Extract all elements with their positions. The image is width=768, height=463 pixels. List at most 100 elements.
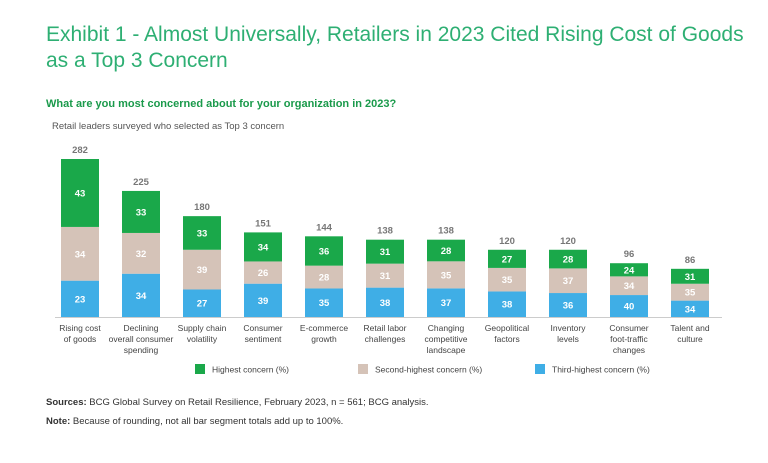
legend-swatch-highest [195,364,205,374]
data-label-second: 37 [563,276,574,287]
bar-segment-second [122,232,160,274]
category-label: Consumer [243,323,282,333]
bar-segment-third [61,280,99,317]
bar-segment-highest [549,249,587,269]
data-label-highest: 43 [75,188,86,199]
data-label-second: 28 [319,273,330,284]
data-label-second: 34 [624,281,635,292]
data-label-third: 27 [197,299,208,310]
data-label-second: 35 [685,288,696,299]
category-label: changes [613,345,645,355]
data-label-second: 39 [197,265,208,276]
bar-segment-second [610,276,648,296]
category-label: culture [677,334,703,344]
bar-segment-third [183,289,221,317]
data-label-third: 40 [624,302,635,313]
data-label-third: 23 [75,294,86,305]
total-label: 86 [685,255,696,266]
category-label: volatility [187,334,218,344]
legend-label: Second-highest concern (%) [375,365,482,375]
sources-text: BCG Global Survey on Retail Resilience, … [89,397,429,408]
category-label: Talent and [670,323,709,333]
total-label: 225 [133,177,150,188]
data-label-highest: 36 [319,246,330,257]
total-label: 96 [624,249,635,260]
category-label: factors [494,334,520,344]
category-label: foot-traffic [610,334,648,344]
data-label-highest: 31 [380,247,391,258]
bar-segment-third [610,295,648,317]
category-label: sentiment [245,334,282,344]
bar-segment-third [244,283,282,317]
bar-segment-second [366,263,404,288]
category-label: of goods [64,334,97,344]
legend-label: Highest concern (%) [212,365,289,375]
category-label: Retail labor [364,323,407,333]
bar-segment-highest [305,236,343,266]
note-label: Note: [46,416,71,427]
category-label: competitive [425,334,468,344]
data-label-highest: 33 [197,228,208,239]
data-label-second: 32 [136,249,147,260]
bar-segment-second [549,268,587,294]
bar-segment-second [244,261,282,284]
category-label: Declining [124,323,159,333]
category-label: spending [124,345,159,355]
bar-segment-highest [671,268,709,284]
data-label-third: 38 [502,300,513,311]
sources-label: Sources: [46,397,87,408]
data-label-third: 35 [319,298,330,309]
total-label: 144 [316,222,333,233]
data-label-second: 26 [258,268,269,279]
legend-swatch-second [358,364,368,374]
bar-segment-third [122,273,160,317]
bar-segment-third [488,291,526,317]
sources-line: Sources: BCG Global Survey on Retail Res… [46,397,429,408]
data-label-third: 34 [685,304,696,315]
data-label-highest: 24 [624,265,635,276]
note-line: Note: Because of rounding, not all bar s… [46,416,343,427]
bar-segment-third [305,288,343,317]
category-label: levels [557,334,579,344]
category-label: challenges [365,334,406,344]
bar-segment-second [305,265,343,289]
data-label-highest: 33 [136,207,147,218]
data-label-third: 36 [563,301,574,312]
category-label: Inventory [551,323,587,333]
total-label: 138 [377,226,393,237]
data-label-third: 39 [258,296,269,307]
bar-segment-third [427,288,465,317]
bar-segment-highest [488,249,526,268]
bar-segment-second [488,267,526,292]
bar-segment-highest [427,239,465,262]
bar-segment-third [366,287,404,317]
data-label-second: 35 [441,270,452,281]
data-label-third: 37 [441,298,452,309]
data-label-highest: 28 [563,255,574,266]
bar-segment-highest [244,232,282,262]
data-label-third: 38 [380,298,391,309]
bar-segment-highest [122,190,160,233]
bar-segment-third [549,293,587,317]
category-label: overall consumer [109,334,174,344]
category-label: Geopolitical [485,323,530,333]
data-label-highest: 27 [502,254,513,265]
data-label-highest: 28 [441,246,452,257]
bar-segment-highest [61,159,99,227]
total-label: 180 [194,202,210,213]
category-label: Consumer [609,323,648,333]
category-label: Rising cost [59,323,101,333]
chart-title: Exhibit 1 - Almost Universally, Retailer… [46,23,744,72]
total-label: 282 [72,145,88,156]
chart-question: What are you most concerned about for yo… [46,98,397,110]
total-label: 138 [438,226,454,237]
total-label: 120 [560,236,576,247]
bar-segment-highest [366,239,404,264]
legend-swatch-third [535,364,545,374]
legend-label: Third-highest concern (%) [552,365,650,375]
total-label: 151 [255,218,272,229]
total-label: 120 [499,236,515,247]
data-label-second: 34 [75,249,86,260]
category-label: growth [311,334,337,344]
bar-segment-third [671,300,709,317]
